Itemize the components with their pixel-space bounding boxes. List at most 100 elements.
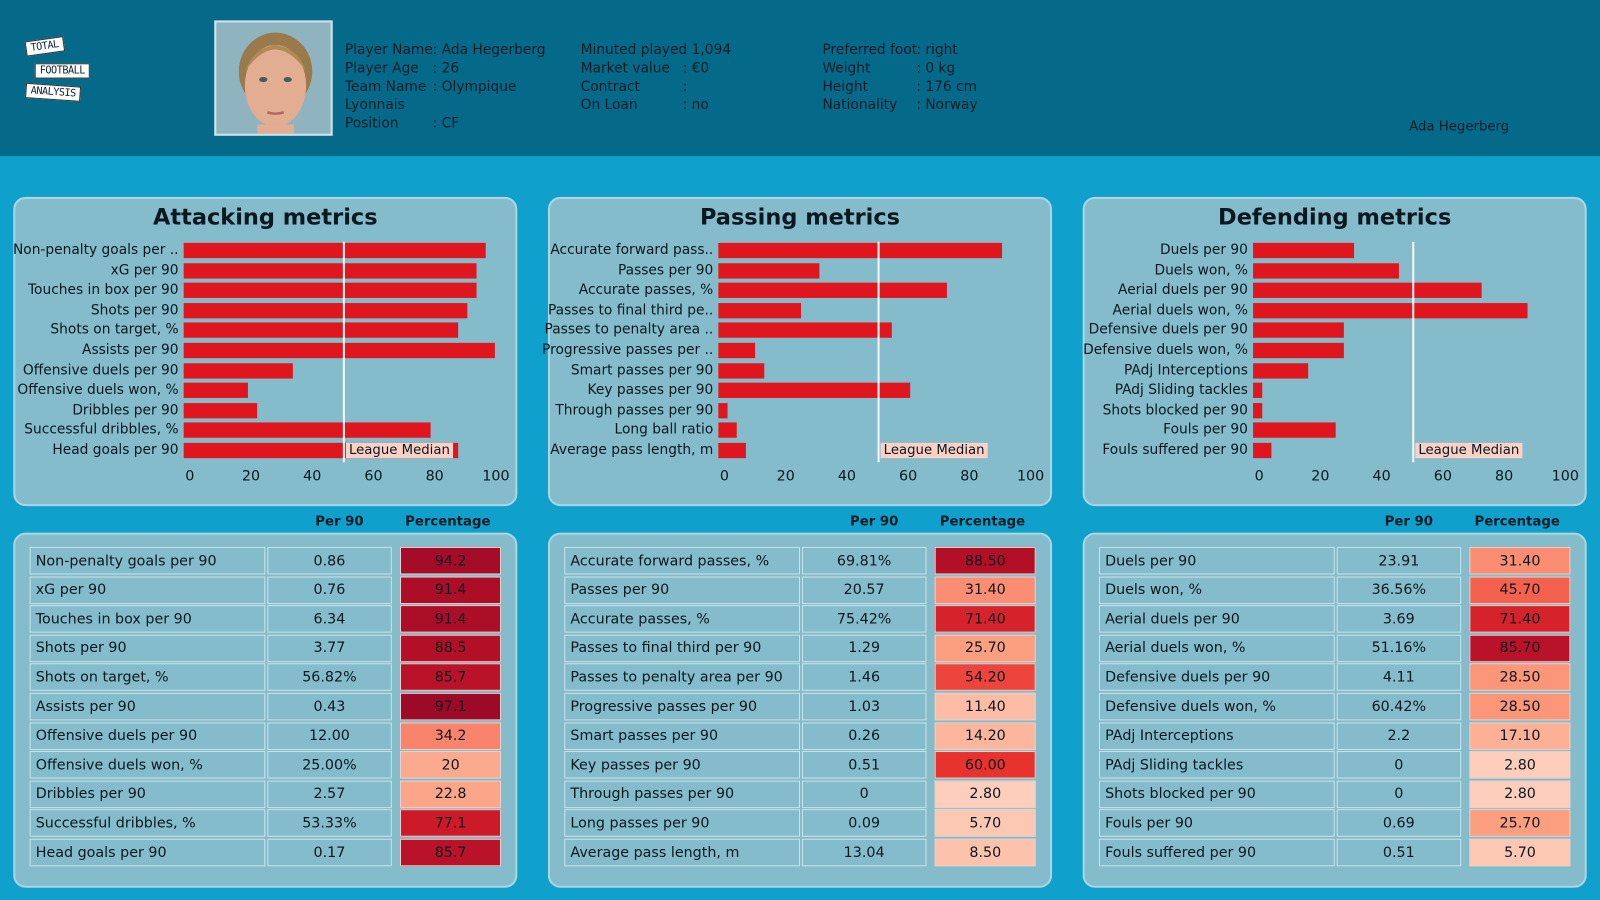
table-row: Dribbles per 90 2.57 22.8 <box>29 780 502 809</box>
bar <box>718 242 1002 259</box>
bar-label: Touches in box per 90 <box>27 281 179 299</box>
bar <box>718 322 893 339</box>
info-value: : CF <box>432 115 460 132</box>
per90-value: 6.34 <box>266 605 393 633</box>
chart-title: Passing metrics <box>699 205 901 231</box>
metric-name: PAdj Sliding tackles <box>1098 751 1335 779</box>
info-row: Height: 176 cm <box>822 78 977 96</box>
table-row: Aerial duels per 90 3.69 71.40 <box>1098 605 1571 634</box>
per90-value: 1.03 <box>801 692 927 721</box>
x-tick-label: 100 <box>1551 468 1579 485</box>
x-tick-label: 80 <box>960 468 979 485</box>
per90-value: 12.00 <box>266 722 393 750</box>
per90-value: 13.04 <box>801 838 927 867</box>
bar <box>183 342 495 359</box>
table-row: Key passes per 90 0.51 60.00 <box>564 751 1036 780</box>
bar-label: Shots on target, % <box>50 321 179 339</box>
info-label: Weight <box>822 60 871 77</box>
bar <box>183 382 248 399</box>
percentage-value: 25.70 <box>1469 809 1571 838</box>
metric-name: Head goals per 90 <box>29 838 265 867</box>
per90-value: 0.76 <box>266 576 393 604</box>
x-tick-label: 0 <box>185 468 195 485</box>
per90-value: 20.57 <box>801 576 927 604</box>
bar <box>1253 442 1272 459</box>
chart-title: Attacking metrics <box>153 205 378 231</box>
bar <box>718 382 911 399</box>
metric-name: Average pass length, m <box>564 838 800 867</box>
table-row: xG per 90 0.76 91.4 <box>29 576 502 605</box>
player-info-col-3: Preferred foot: right Weight: 0 kg Height:… <box>822 41 977 114</box>
median-line <box>877 241 880 463</box>
percentage-value: 88.50 <box>934 546 1036 575</box>
metric-name: Through passes per 90 <box>564 780 800 808</box>
bar <box>1253 422 1336 439</box>
logo-word: TOTAL <box>24 36 65 57</box>
info-value: : 176 cm <box>916 78 978 95</box>
table-row: Defensive duels per 90 4.11 28.50 <box>1098 663 1571 693</box>
percentage-value: 14.20 <box>934 722 1036 750</box>
percentage-value: 91.4 <box>400 605 502 633</box>
info-label: Player Age <box>344 60 419 77</box>
column-header-percentage: Percentage <box>939 514 1026 530</box>
percentage-value: 85.7 <box>400 663 502 692</box>
metric-name: xG per 90 <box>29 576 265 604</box>
bar-label: Head goals per 90 <box>52 441 179 459</box>
info-label: Player Name <box>344 41 433 59</box>
per90-value: 0.26 <box>801 722 927 750</box>
metric-name: Duels per 90 <box>1098 546 1335 575</box>
metric-name: Passes to penalty area per 90 <box>564 663 800 692</box>
info-row: Team Name: Olympique <box>345 78 546 96</box>
bar-label: Long ball ratio <box>614 421 714 439</box>
per90-value: 3.69 <box>1336 605 1462 633</box>
percentage-value: 25.70 <box>934 634 1036 663</box>
median-label: League Median <box>880 442 988 459</box>
per90-value: 0 <box>1336 751 1462 779</box>
metric-name: Key passes per 90 <box>564 751 800 779</box>
info-label: Position <box>344 115 399 132</box>
bar <box>1253 242 1354 259</box>
info-value: : right <box>916 41 958 59</box>
info-row: Contract: <box>581 78 732 96</box>
metric-name: Fouls suffered per 90 <box>1098 838 1335 867</box>
chart-panel-passing: Passing metrics Accurate forward pass.. Pa… <box>542 196 1053 507</box>
per90-value: 2.57 <box>266 780 393 808</box>
info-row: Lyonnais <box>345 96 546 114</box>
bar <box>718 362 764 379</box>
table-row: PAdj Sliding tackles 0 2.80 <box>1098 751 1571 780</box>
per90-value: 0.86 <box>266 546 393 575</box>
x-tick-label: 20 <box>1311 468 1330 485</box>
chart-panel-defending: Defending metrics Duels per 90 Duels won, … <box>1082 196 1587 507</box>
per90-value: 51.16% <box>1336 634 1462 663</box>
bar <box>1253 322 1345 339</box>
table-row: Accurate passes, % 75.42% 71.40 <box>564 605 1036 634</box>
percentage-value: 8.50 <box>934 838 1036 867</box>
percentage-value: 31.40 <box>1469 546 1571 575</box>
x-tick-label: 40 <box>303 468 322 485</box>
bar-label: Shots per 90 <box>90 301 179 319</box>
metric-name: Aerial duels per 90 <box>1098 605 1335 633</box>
info-value: : no <box>682 96 709 114</box>
table-row: Progressive passes per 90 1.03 11.40 <box>564 692 1036 722</box>
table-row: Defensive duels won, % 60.42% 28.50 <box>1098 692 1571 722</box>
percentage-value: 97.1 <box>400 692 502 721</box>
bar <box>1253 382 1263 399</box>
bar-label: Dribbles per 90 <box>72 401 179 419</box>
bar <box>183 322 459 339</box>
per90-value: 0 <box>801 780 927 808</box>
median-label: League Median <box>1415 442 1523 459</box>
player-name-label: Ada Hegerberg <box>1409 119 1510 135</box>
x-tick-label: 20 <box>776 468 795 485</box>
percentage-value: 94.2 <box>400 546 502 575</box>
table-row: Aerial duels won, % 51.16% 85.70 <box>1098 634 1571 663</box>
metric-name: Long passes per 90 <box>564 809 800 838</box>
metric-name: Non-penalty goals per 90 <box>29 546 265 575</box>
table-row: Shots per 90 3.77 88.5 <box>29 634 502 663</box>
info-row: On Loan: no <box>581 96 732 114</box>
bar-label: Key passes per 90 <box>587 381 714 399</box>
info-label: Market value <box>580 60 670 77</box>
per90-value: 0.69 <box>1336 809 1462 838</box>
per90-value: 0.51 <box>1336 838 1462 867</box>
bar-label: Through passes per 90 <box>555 401 714 419</box>
table-row: Successful dribbles, % 53.33% 77.1 <box>29 809 502 839</box>
